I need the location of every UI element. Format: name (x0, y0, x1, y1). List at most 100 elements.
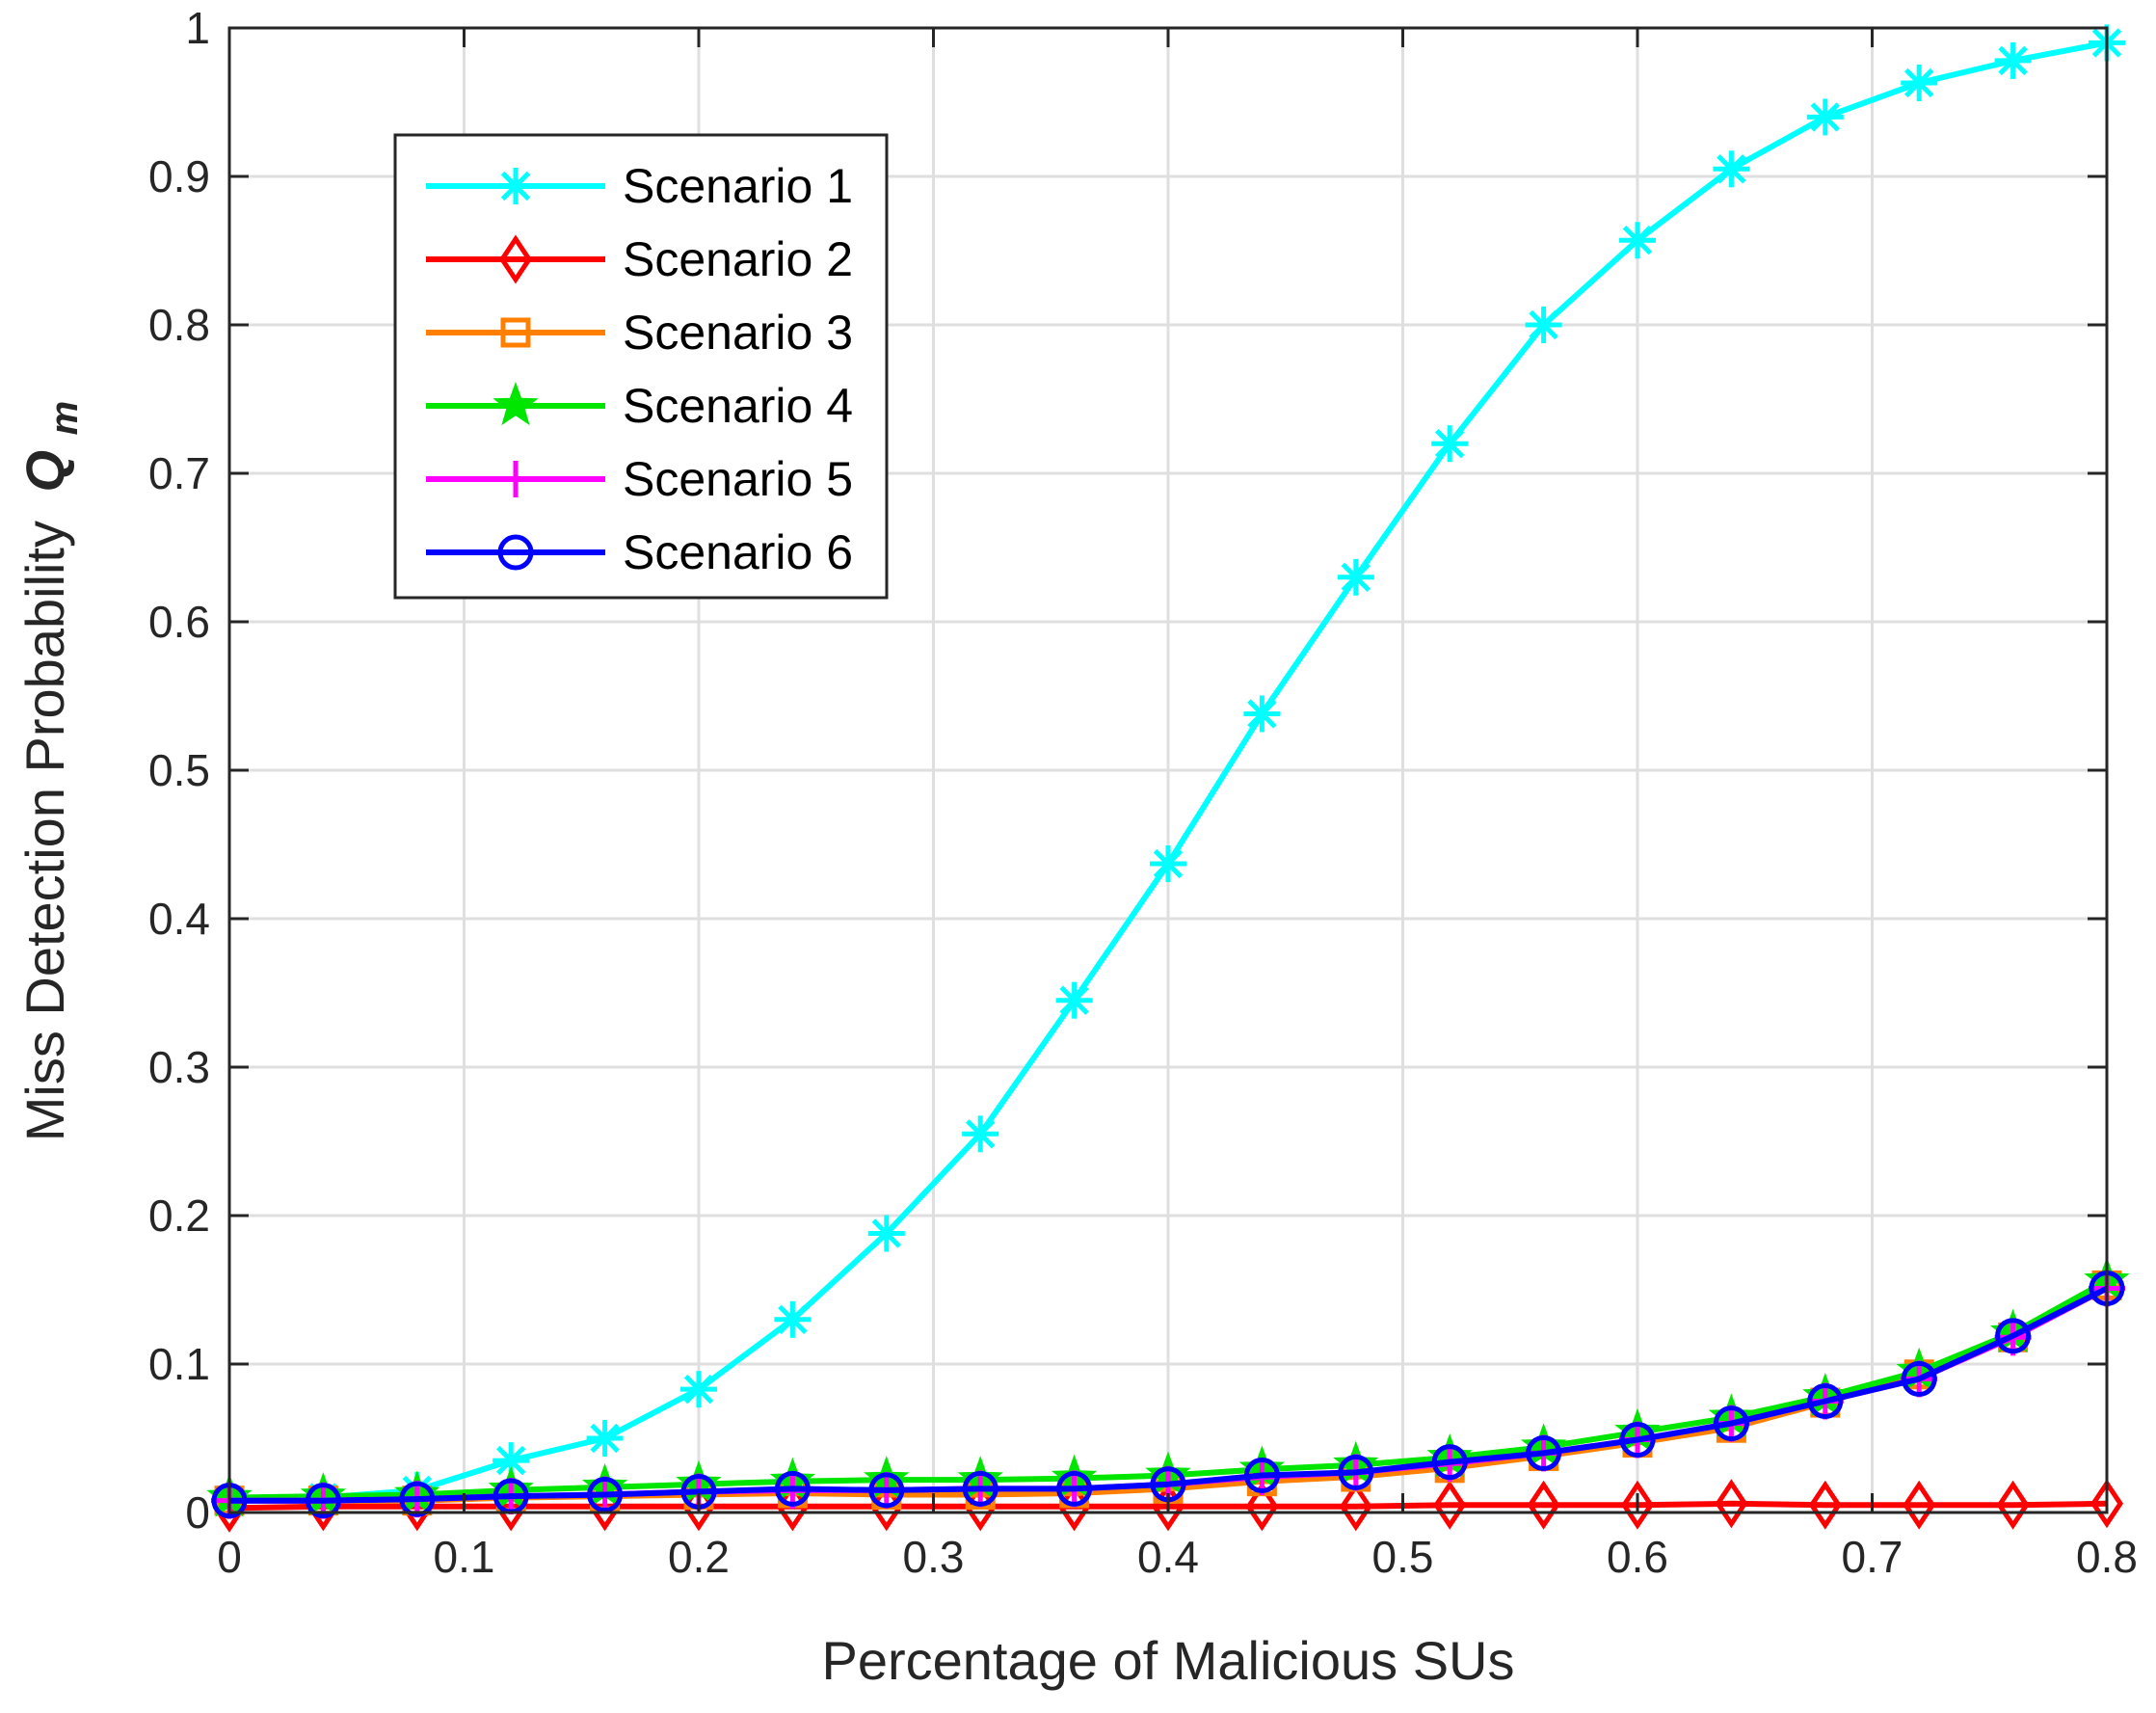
y-tick-label-10: 1 (185, 3, 210, 53)
y-tick-label-0: 0 (185, 1487, 210, 1538)
series-1-point-12-stroke-3 (1341, 562, 1371, 593)
series-1-point-12 (1337, 558, 1374, 596)
x-tick-label-1: 0.1 (434, 1532, 495, 1582)
legend-item-2: Scenario 2 (426, 232, 853, 286)
y-axis-label: Miss Detection Probability Q m (14, 401, 86, 1142)
series-2-point-19 (1996, 1480, 2030, 1530)
legend-marker-4 (492, 382, 539, 426)
series-1-point-18 (1901, 64, 1938, 101)
series-1-point-17-stroke-3 (1810, 102, 1841, 132)
ticks (227, 26, 2109, 1514)
series-6-point-9 (1056, 1470, 1093, 1507)
series-2-point-13 (1433, 1480, 1467, 1530)
series-1-point-11 (1243, 695, 1281, 733)
series-1-point-6 (774, 1300, 812, 1338)
legend-marker-6 (497, 534, 534, 571)
series-6-point-6 (774, 1470, 811, 1507)
legend-box (393, 133, 889, 600)
y-tick-label-4: 0.4 (148, 894, 210, 944)
x-tick-label-0: 0 (217, 1532, 242, 1582)
series-1-point-19-stroke-3 (1998, 45, 2028, 76)
series-6-point-19 (1995, 1318, 2032, 1354)
series-1-point-15 (1619, 222, 1656, 259)
series-2-point-20 (2089, 1479, 2124, 1529)
y-axis-label-group: Miss Detection Probability Q m (14, 401, 86, 1142)
series-6-point-13 (1431, 1444, 1468, 1481)
series-1-point-19 (1994, 41, 2032, 79)
series-2-point-17 (1808, 1480, 1842, 1530)
series-1-point-10 (1150, 845, 1186, 883)
series-1-point-14-stroke-3 (1529, 309, 1558, 340)
legend-label-3: Scenario 3 (623, 306, 853, 360)
legend-item-6: Scenario 6 (426, 525, 853, 579)
series-1-point-4-stroke-3 (590, 1423, 620, 1454)
series-1-point-13 (1431, 425, 1469, 463)
series-6 (211, 1270, 2125, 1519)
legend-item-3: Scenario 3 (426, 306, 853, 360)
series-6-point-11 (1243, 1458, 1280, 1493)
grid (229, 28, 2107, 1512)
series-6-point-18 (1901, 1360, 1937, 1397)
series-1-point-14 (1525, 307, 1562, 343)
series-6-point-1 (305, 1483, 341, 1519)
legend-label-2: Scenario 2 (623, 232, 853, 286)
series-1-point-17 (1806, 98, 1844, 136)
series-1-point-9-stroke-3 (1059, 985, 1089, 1015)
x-axis-label: Percentage of Malicious SUs (821, 1630, 1514, 1691)
series-1-point-9 (1055, 981, 1093, 1019)
series-1-point-3-stroke-3 (495, 1445, 526, 1476)
series-1-point-6-stroke-3 (778, 1304, 808, 1335)
legend-marker-3 (500, 317, 531, 348)
legend-label-6: Scenario 6 (623, 525, 853, 579)
x-tick-label-4: 0.4 (1137, 1532, 1199, 1582)
legend-marker-1-stroke-3 (500, 171, 531, 201)
series-6-point-15 (1619, 1422, 1656, 1459)
legend-item-5: Scenario 5 (426, 452, 853, 506)
y-tick-label-5: 0.5 (148, 745, 210, 795)
series-1-point-15-stroke-3 (1622, 226, 1653, 255)
series-2-point-15 (1620, 1480, 1655, 1530)
y-tick-label-9: 0.9 (148, 151, 210, 201)
series-6-point-17 (1807, 1383, 1844, 1419)
series-6-point-14 (1526, 1434, 1562, 1471)
x-tick-label-5: 0.5 (1372, 1532, 1434, 1582)
series-2-point-11 (1245, 1482, 1279, 1532)
series-6-point-4 (587, 1477, 624, 1513)
legend-label-4: Scenario 4 (623, 379, 853, 433)
series-1-point-16-stroke-3 (1717, 154, 1746, 184)
y-tick-label-6: 0.6 (148, 597, 210, 647)
series-1-point-7 (867, 1215, 905, 1252)
legend-marker-2 (498, 234, 533, 284)
series-6-point-16 (1713, 1405, 1749, 1442)
legend: Scenario 1 Scenario 2 Scenario 3 Scenario 4… (393, 133, 889, 600)
series-1-point-16 (1713, 150, 1750, 188)
series-6-point-8 (962, 1470, 998, 1507)
series-1-point-8-stroke-3 (965, 1119, 996, 1149)
y-axis-label-text: Miss Detection Probability (14, 521, 75, 1141)
series-1-point-7-stroke-3 (871, 1218, 902, 1248)
series-1-point-5-stroke-3 (683, 1374, 714, 1405)
x-tick-label-8: 0.8 (2076, 1532, 2138, 1582)
tick-labels: 0 0.1 0.2 0.3 0.4 0.5 0.6 0.7 0.8 0 0.1 0.2 0.3 0.4 0.… (148, 3, 2138, 1582)
series-2-point-14 (1527, 1480, 1560, 1530)
series-2-point-16 (1715, 1479, 1748, 1529)
series-1-point-4 (586, 1420, 624, 1457)
series-1-point-11-stroke-3 (1247, 699, 1277, 729)
series-1-point-13-stroke-3 (1434, 428, 1465, 459)
legend-label-5: Scenario 5 (623, 452, 853, 506)
y-tick-label-1: 0.1 (148, 1339, 210, 1389)
y-tick-label-2: 0.2 (148, 1191, 210, 1241)
series-6-point-12 (1338, 1454, 1374, 1490)
x-tick-label-2: 0.2 (668, 1532, 730, 1582)
x-tick-label-6: 0.6 (1607, 1532, 1668, 1582)
y-tick-label-3: 0.3 (148, 1042, 210, 1092)
y-tick-label-8: 0.8 (148, 300, 210, 350)
series-1-point-10-stroke-3 (1153, 848, 1184, 879)
legend-marker-5 (497, 461, 534, 497)
legend-marker-1 (497, 168, 534, 204)
series-1-point-8 (962, 1115, 999, 1153)
y-axis-label-symbol: Q (14, 450, 75, 493)
legend-label-1: Scenario 1 (623, 159, 853, 213)
series-1-point-5 (680, 1371, 717, 1408)
